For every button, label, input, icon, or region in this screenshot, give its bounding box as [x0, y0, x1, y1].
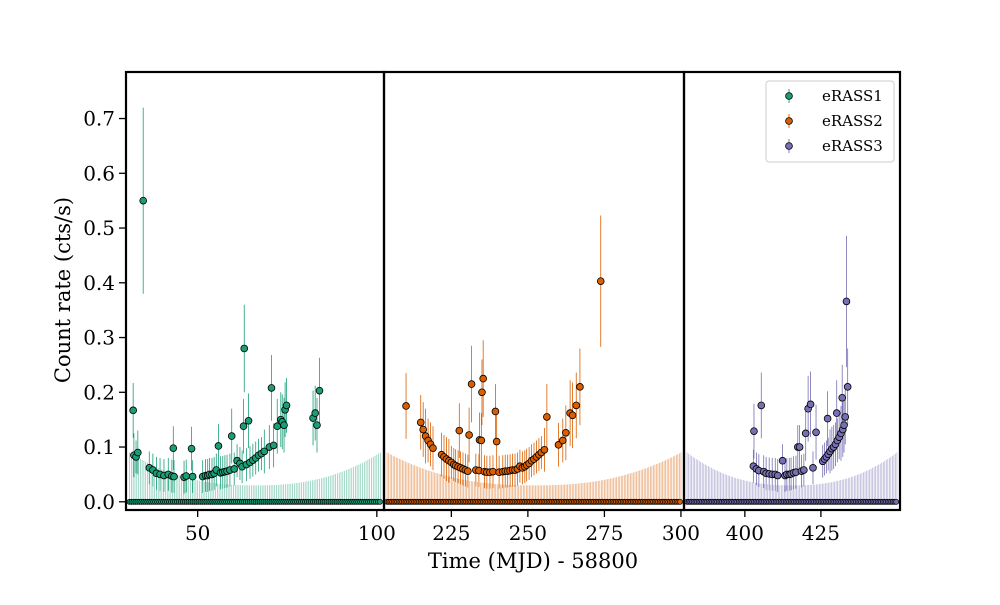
- y-tick-label: 0.0: [83, 490, 115, 514]
- eRASS1-data-point: [139, 196, 148, 205]
- y-tick-label: 0.6: [83, 161, 115, 185]
- x-tick-label: 425: [802, 521, 840, 545]
- x-tick-label: 250: [509, 521, 547, 545]
- eRASS2-data-point: [491, 407, 500, 416]
- legend-label: eRASS1: [822, 87, 883, 105]
- eRASS3-data-point: [773, 471, 782, 480]
- eRASS1-data-point: [311, 409, 320, 417]
- error-bars: [132, 107, 849, 494]
- eRASS2-data-point: [429, 444, 437, 452]
- panel-frame-eRASS1: [124, 70, 386, 512]
- panel-frames: [124, 70, 902, 512]
- zero-markers: [126, 498, 900, 505]
- eRASS1-data-point: [169, 444, 178, 452]
- eRASS2-data-point: [478, 388, 486, 397]
- eRASS2-data-point: [416, 418, 425, 427]
- eRASS3-data-point: [800, 466, 808, 474]
- data-points: [129, 196, 852, 481]
- eRASS2-zero-point: [677, 498, 683, 505]
- eRASS2-data-point: [467, 380, 476, 388]
- eRASS1-data-point: [282, 401, 291, 410]
- eRASS1-data-point: [227, 432, 236, 440]
- eRASS2-data-point: [543, 413, 551, 421]
- eRASS1-data-point: [182, 472, 191, 480]
- eRASS3-data-point: [838, 393, 846, 402]
- legend-label: eRASS2: [822, 112, 883, 130]
- eRASS3-data-point: [832, 409, 841, 417]
- eRASS2-data-point: [402, 402, 410, 410]
- eRASS2-data-point: [568, 411, 577, 420]
- x-axis-label: Time (MJD) - 58800: [428, 549, 638, 573]
- legend-label: eRASS3: [822, 137, 883, 155]
- eRASS3-data-point: [823, 414, 832, 423]
- y-tick-label: 0.1: [83, 435, 115, 459]
- eRASS3-zero-point: [893, 498, 900, 505]
- y-tick-label: 0.2: [83, 380, 115, 404]
- eRASS1-data-point: [313, 421, 321, 429]
- y-tick-label: 0.5: [83, 216, 115, 240]
- eRASS2-data-point: [572, 401, 581, 410]
- eRASS1-zero-point: [376, 498, 383, 505]
- eRASS1-data-point: [214, 442, 223, 450]
- eRASS1-data-point: [244, 416, 253, 425]
- eRASS3-data-point: [757, 401, 766, 410]
- x-tick-label: 100: [358, 521, 396, 545]
- eRASS1-data-point: [280, 421, 288, 429]
- eRASS2-data-point: [419, 425, 427, 434]
- eRASS3-data-point: [842, 297, 851, 306]
- eRASS1-data-point: [260, 447, 269, 456]
- eRASS3-data-point: [795, 443, 804, 451]
- eRASS1-data-point: [170, 472, 178, 481]
- y-axis-label: Count rate (cts/s): [51, 197, 75, 383]
- eRASS3-data-point: [750, 427, 758, 435]
- eRASS2-data-point: [540, 445, 549, 454]
- eRASS1-data-point: [187, 444, 196, 453]
- eRASS2-data-point: [477, 436, 486, 445]
- axes: 50 100 225 250 275 300 400 425 0.0 0.1 0.2 0.3 0.4 0.…: [83, 107, 840, 545]
- eRASS3-data-point: [812, 428, 820, 437]
- eRASS1-data-point: [134, 448, 142, 457]
- eRASS2-data-point: [465, 431, 473, 439]
- eRASS3-data-point: [843, 383, 852, 391]
- eRASS3-data-point: [841, 413, 850, 421]
- eRASS2-data-point: [558, 436, 567, 445]
- x-tick-label: 300: [662, 521, 700, 545]
- y-tick-label: 0.4: [83, 271, 115, 295]
- eRASS3-data-point: [809, 464, 817, 472]
- eRASS1-data-point: [267, 384, 276, 392]
- legend-marker: [785, 92, 793, 100]
- legend-box: [765, 80, 895, 163]
- eRASS1-data-point: [230, 465, 239, 473]
- eRASS1-data-point: [269, 441, 278, 450]
- eRASS1-data-point: [315, 386, 324, 395]
- eRASS1-data-point: [188, 472, 197, 481]
- legend-marker: [785, 117, 793, 125]
- eRASS1-data-point: [240, 344, 249, 353]
- eRASS3-data-point: [778, 456, 787, 465]
- x-tick-label: 225: [432, 521, 470, 545]
- eRASS3-data-point: [801, 429, 810, 438]
- legend-marker: [785, 142, 793, 150]
- eRASS1-data-point: [129, 406, 137, 415]
- eRASS2-data-point: [576, 383, 584, 391]
- panel-frame-eRASS3: [682, 70, 902, 512]
- eRASS3-data-point: [806, 400, 815, 409]
- y-tick-label: 0.7: [83, 107, 115, 131]
- eRASS2-data-point: [455, 426, 464, 435]
- y-tick-label: 0.3: [83, 326, 115, 350]
- x-tick-label: 275: [585, 521, 623, 545]
- eRASS2-data-point: [492, 437, 501, 446]
- eRASS2-data-point: [464, 467, 472, 475]
- legend: eRASS1 eRASS2 eRASS3: [765, 80, 895, 163]
- x-tick-label: 50: [185, 521, 210, 545]
- eRASS2-data-point: [596, 277, 605, 285]
- eRASS2-data-point: [562, 429, 570, 437]
- eRASS3-data-point: [840, 421, 848, 429]
- eRASS1-data-point: [239, 422, 248, 431]
- eRASS2-data-point: [479, 374, 487, 383]
- x-tick-label: 400: [726, 521, 764, 545]
